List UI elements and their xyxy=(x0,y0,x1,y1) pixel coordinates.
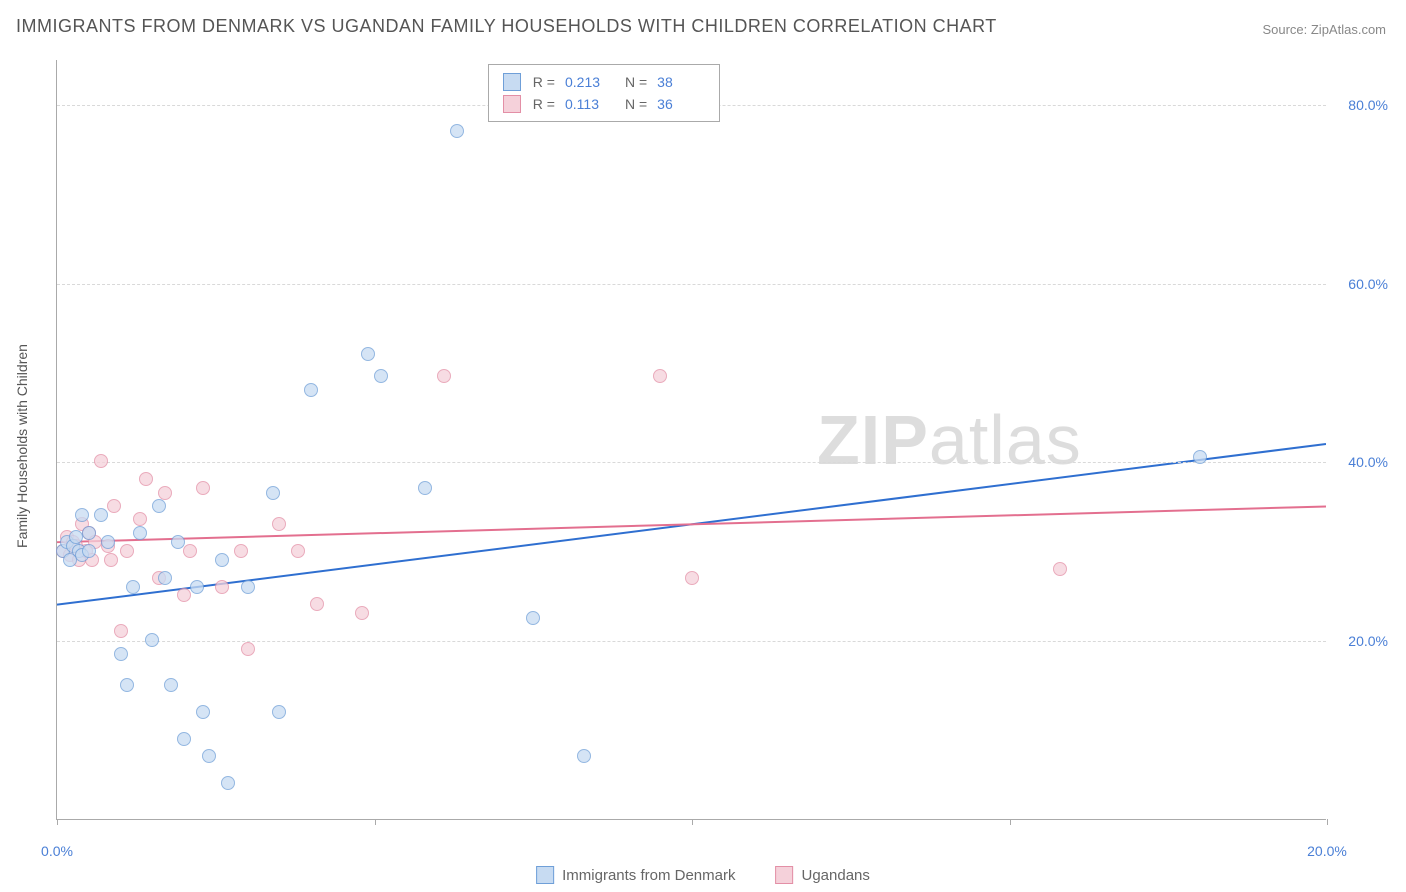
data-point xyxy=(653,369,667,383)
plot-area: ZIPatlas 20.0%40.0%60.0%80.0%0.0%20.0% xyxy=(56,60,1326,820)
data-point xyxy=(437,369,451,383)
r-label: R = xyxy=(533,74,555,90)
y-tick-label: 80.0% xyxy=(1348,97,1388,113)
x-tick xyxy=(1010,819,1011,825)
data-point xyxy=(183,544,197,558)
x-tick xyxy=(375,819,376,825)
y-tick-label: 40.0% xyxy=(1348,454,1388,470)
data-point xyxy=(241,642,255,656)
data-point xyxy=(526,611,540,625)
data-point xyxy=(107,499,121,513)
trend-lines-svg xyxy=(57,60,1326,819)
y-axis-label: Family Households with Children xyxy=(14,344,30,548)
data-point xyxy=(82,544,96,558)
data-point xyxy=(450,124,464,138)
watermark-atlas: atlas xyxy=(929,401,1082,479)
n-label: N = xyxy=(625,96,647,112)
data-point xyxy=(241,580,255,594)
data-point xyxy=(215,580,229,594)
data-point xyxy=(158,571,172,585)
y-tick-label: 20.0% xyxy=(1348,633,1388,649)
data-point xyxy=(196,705,210,719)
gridline-h xyxy=(57,284,1326,285)
data-point xyxy=(577,749,591,763)
legend-swatch xyxy=(775,866,793,884)
r-value: 0.113 xyxy=(565,96,613,112)
legend-swatch xyxy=(536,866,554,884)
data-point xyxy=(215,553,229,567)
data-point xyxy=(171,535,185,549)
data-point xyxy=(94,454,108,468)
data-point xyxy=(114,647,128,661)
n-value: 36 xyxy=(657,96,705,112)
data-point xyxy=(126,580,140,594)
legend-label: Ugandans xyxy=(801,867,869,884)
r-value: 0.213 xyxy=(565,74,613,90)
data-point xyxy=(133,526,147,540)
data-point xyxy=(355,606,369,620)
data-point xyxy=(304,383,318,397)
series-legend: Immigrants from Denmark Ugandans xyxy=(536,866,870,884)
legend-item: Immigrants from Denmark xyxy=(536,866,735,884)
gridline-h xyxy=(57,462,1326,463)
data-point xyxy=(202,749,216,763)
legend-item: Ugandans xyxy=(775,866,869,884)
data-point xyxy=(418,481,432,495)
x-tick xyxy=(57,819,58,825)
data-point xyxy=(101,535,115,549)
data-point xyxy=(82,526,96,540)
data-point xyxy=(1053,562,1067,576)
watermark: ZIPatlas xyxy=(817,400,1082,480)
data-point xyxy=(234,544,248,558)
data-point xyxy=(133,512,147,526)
y-tick-label: 60.0% xyxy=(1348,276,1388,292)
data-point xyxy=(272,705,286,719)
data-point xyxy=(361,347,375,361)
data-point xyxy=(120,544,134,558)
data-point xyxy=(114,624,128,638)
data-point xyxy=(685,571,699,585)
data-point xyxy=(266,486,280,500)
data-point xyxy=(104,553,118,567)
data-point xyxy=(139,472,153,486)
r-label: R = xyxy=(533,96,555,112)
data-point xyxy=(310,597,324,611)
data-point xyxy=(177,588,191,602)
source-attribution: Source: ZipAtlas.com xyxy=(1262,22,1386,37)
legend-stat-row: R = 0.213 N = 38 xyxy=(489,71,719,93)
data-point xyxy=(177,732,191,746)
correlation-legend: R = 0.213 N = 38 R = 0.113 N = 36 xyxy=(488,64,720,122)
data-point xyxy=(145,633,159,647)
data-point xyxy=(374,369,388,383)
data-point xyxy=(291,544,305,558)
data-point xyxy=(221,776,235,790)
n-label: N = xyxy=(625,74,647,90)
x-tick-label: 20.0% xyxy=(1307,843,1347,859)
data-point xyxy=(1193,450,1207,464)
x-tick xyxy=(1327,819,1328,825)
data-point xyxy=(164,678,178,692)
data-point xyxy=(190,580,204,594)
data-point xyxy=(158,486,172,500)
data-point xyxy=(196,481,210,495)
legend-swatch xyxy=(503,73,521,91)
data-point xyxy=(152,499,166,513)
data-point xyxy=(272,517,286,531)
watermark-zip: ZIP xyxy=(817,401,929,479)
x-tick-label: 0.0% xyxy=(41,843,73,859)
trend-line xyxy=(57,506,1326,542)
data-point xyxy=(75,508,89,522)
data-point xyxy=(120,678,134,692)
chart-title: IMMIGRANTS FROM DENMARK VS UGANDAN FAMIL… xyxy=(16,16,997,37)
legend-swatch xyxy=(503,95,521,113)
legend-stat-row: R = 0.113 N = 36 xyxy=(489,93,719,115)
n-value: 38 xyxy=(657,74,705,90)
x-tick xyxy=(692,819,693,825)
data-point xyxy=(94,508,108,522)
legend-label: Immigrants from Denmark xyxy=(562,867,735,884)
